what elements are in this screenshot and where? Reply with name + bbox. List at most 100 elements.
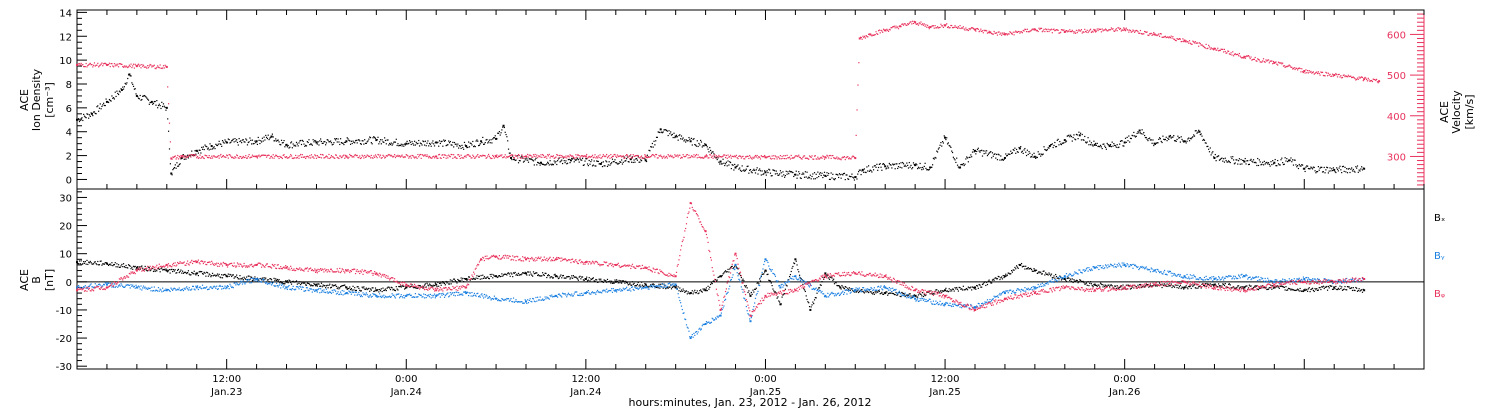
velocity-fill-point [1346,76,1349,78]
density-fill-point [734,163,736,166]
density-fill-point [945,138,947,141]
bx-fill-point [646,286,648,288]
bx-fill-point [940,289,942,292]
velocity-fill-point [1109,29,1111,31]
density-fill-point [353,141,355,143]
density-fill-point [1010,150,1012,152]
density-fill-point [439,142,441,145]
bx-fill-point [986,283,989,286]
velocity-fill-point [1155,34,1157,36]
velocity-fill-point [951,24,953,27]
density-fill-point [790,170,792,173]
by-fill-point [163,289,165,291]
density-fill-point [699,144,701,146]
bx-fill-point [1252,287,1254,290]
density-fill-point [300,139,302,142]
bx-fill-point [334,284,337,286]
bx-fill-point [1308,287,1310,289]
density-fill-point [364,139,366,141]
bx-fill-point [1212,284,1214,286]
density-fill-point [1030,156,1032,158]
velocity-fill-point [966,29,969,31]
density-fill-point [1210,154,1212,156]
velocity-fill-point [1096,28,1098,30]
velocity-fill-point [1258,59,1260,61]
velocity-fill-point [709,154,712,156]
density-fill-point [391,144,393,146]
by-point [854,289,857,292]
velocity-fill-point [751,158,753,160]
density-fill-point [369,137,372,139]
velocity-fill-point [1302,71,1305,74]
bx-fill-point [1139,283,1142,286]
velocity-fill-point [1259,61,1261,63]
density-fill-point [768,168,770,170]
density-fill-point [912,162,915,164]
bx-fill-point [1286,289,1288,291]
by-fill-point [93,286,96,288]
velocity-fill-point [1361,76,1363,78]
velocity-fill-point [1321,71,1323,74]
bx-fill-point [773,290,775,292]
density-fill-point [1132,135,1134,137]
bx-fill-point [1248,284,1250,286]
density-fill-point [103,102,105,104]
bx-fill-point [1282,285,1284,288]
bx-fill-point [241,278,243,280]
bx-fill-point [377,289,379,291]
bx-fill-point [916,296,918,298]
bx-fill-point [521,273,523,275]
velocity-fill-point [104,62,106,64]
bx-fill-point [478,275,481,277]
velocity-fill-point [387,154,389,156]
velocity-fill-point [1059,32,1061,34]
density-fill-point [1077,138,1079,140]
bx-fill-point [374,290,376,292]
bx-fill-point [1114,285,1116,287]
density-fill-point [834,178,836,180]
bx-fill-point [724,271,726,273]
bx-fill-point [290,281,292,284]
velocity-fill-point [701,156,703,159]
density-fill-point [1078,131,1080,133]
bx-fill-point [236,276,239,279]
bx-fill-point [1185,285,1187,287]
bx-fill-point [389,288,392,291]
velocity-point [435,155,438,158]
bx-fill-point [746,287,748,289]
density-fill-point [1289,159,1291,161]
velocity-fill-point [214,156,216,158]
bx-fill-point [238,278,240,280]
bx-fill-point [836,284,838,287]
bx-fill-point [958,286,960,289]
density-fill-point [368,138,370,140]
velocity-fill-point [451,153,453,156]
velocity-fill-point [802,156,804,158]
density-fill-point [472,140,474,143]
by-fill-point [134,287,136,289]
bx-fill-point [1099,286,1101,288]
bx-fill-point [961,288,963,290]
bx-fill-point [188,273,190,275]
bx-fill-point [1104,285,1106,288]
velocity-fill-point [246,157,249,159]
bx-fill-point [1218,283,1220,285]
velocity-fill-point [663,155,665,157]
bx-fill-point [522,272,524,274]
bx-fill-point [759,278,761,280]
bx-fill-point [504,273,506,275]
bx-fill-point [629,282,631,284]
density-fill-point [162,103,165,105]
bx-fill-point [365,287,367,289]
bx-fill-point [101,264,103,266]
velocity-fill-point [1084,28,1086,30]
bx-fill-point [282,283,284,285]
bx-fill-point [988,279,990,281]
b-tick-label: 10 [59,250,72,261]
velocity-fill-point [462,157,464,159]
bx-fill-point [354,287,356,289]
bx-fill-point [645,285,648,287]
bx-fill-point [621,282,623,284]
density-fill-point [524,158,526,160]
